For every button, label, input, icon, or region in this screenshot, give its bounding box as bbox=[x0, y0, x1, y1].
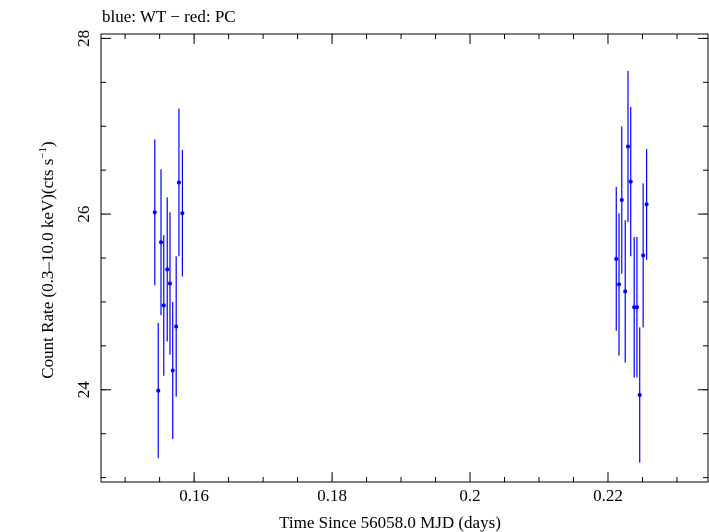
x-tick-labels: 0.16 0.18 0.2 0.22 bbox=[179, 486, 623, 505]
data-point bbox=[180, 211, 185, 216]
data-point bbox=[619, 198, 624, 203]
data-point bbox=[628, 179, 633, 184]
data-point bbox=[637, 393, 642, 398]
data-point bbox=[165, 267, 170, 272]
y-tick-label: 28 bbox=[74, 30, 93, 47]
data-point bbox=[161, 303, 166, 308]
x-tick-label: 0.2 bbox=[459, 486, 480, 505]
chart-title: blue: WT − red: PC bbox=[102, 7, 236, 26]
x-tick-label: 0.18 bbox=[317, 486, 347, 505]
data-point bbox=[617, 282, 622, 287]
data-point bbox=[632, 305, 637, 310]
data-point bbox=[170, 368, 175, 373]
data-point bbox=[614, 256, 619, 261]
y-tick-label: 24 bbox=[74, 381, 93, 399]
data-point bbox=[625, 144, 630, 149]
y-axis-label: Count Rate (0.3–10.0 keV)(cts s−1) bbox=[37, 141, 57, 378]
y-axis-label-exponent: −1 bbox=[37, 147, 49, 159]
data-point bbox=[641, 253, 646, 258]
y-tick-label: 26 bbox=[74, 206, 93, 223]
data-point bbox=[167, 281, 172, 286]
y-axis-label-close: ) bbox=[38, 141, 57, 147]
y-axis-label-main: Count Rate (0.3–10.0 keV)(cts s bbox=[38, 159, 57, 379]
x-tick-label: 0.16 bbox=[179, 486, 209, 505]
data-series-wt bbox=[152, 70, 649, 463]
y-tick-labels: 24 26 28 bbox=[74, 30, 93, 398]
x-axis-label: Time Since 56058.0 MJD (days) bbox=[279, 513, 501, 532]
data-point bbox=[623, 289, 628, 294]
x-tick-label: 0.22 bbox=[593, 486, 623, 505]
data-point bbox=[152, 210, 157, 215]
data-point bbox=[634, 305, 639, 310]
data-point bbox=[159, 240, 164, 245]
data-point bbox=[176, 180, 181, 185]
data-point bbox=[156, 388, 161, 393]
data-point bbox=[174, 324, 179, 329]
axis-ticks bbox=[101, 34, 708, 482]
data-point bbox=[644, 202, 649, 207]
